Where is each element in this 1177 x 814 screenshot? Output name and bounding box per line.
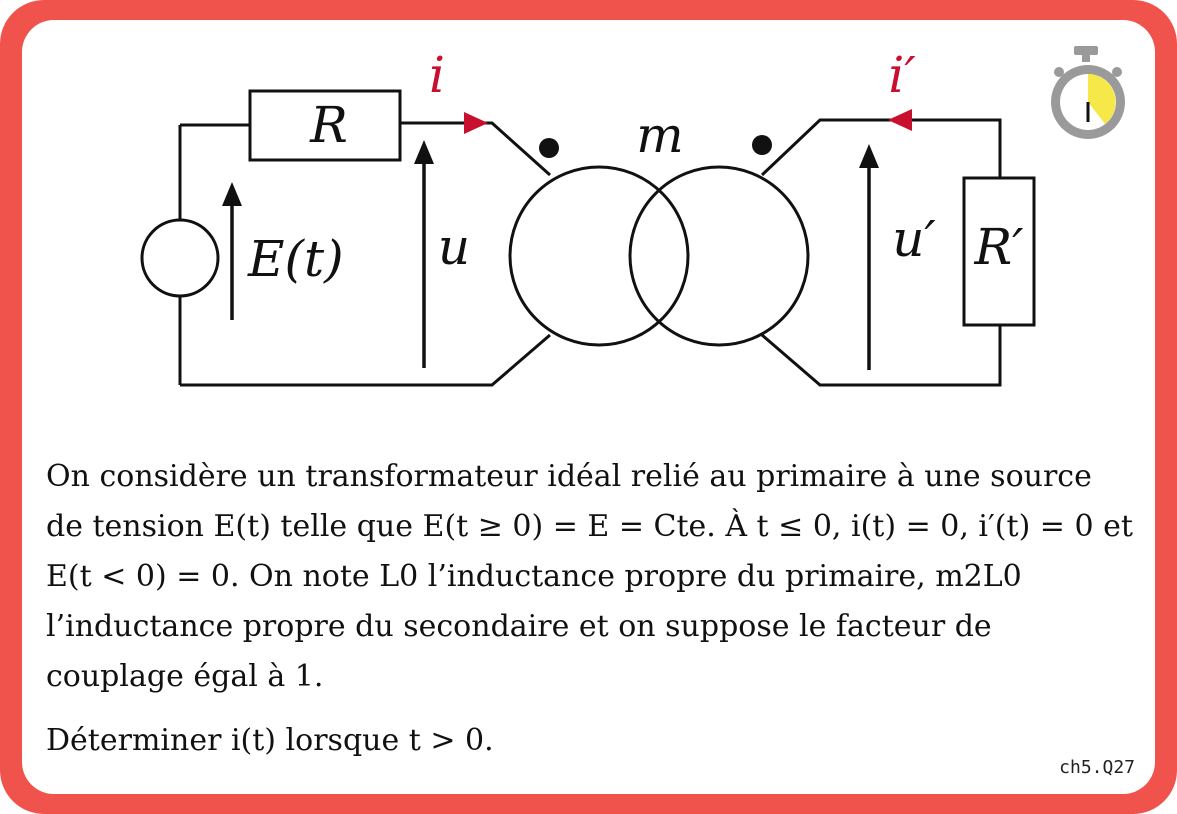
secondary-polarity-dot	[752, 135, 772, 155]
label-u-prime: u′	[892, 210, 936, 268]
label-u: u	[438, 218, 470, 276]
primary-coil	[508, 165, 690, 347]
label-m: m	[636, 106, 683, 164]
label-R-prime: R′	[974, 218, 1025, 276]
E-arrow-head	[222, 182, 242, 206]
voltage-source	[140, 218, 220, 298]
secondary-wire-bottom	[761, 325, 1002, 387]
u-arrow-head	[414, 140, 434, 164]
label-E-of-t: E(t)	[247, 230, 344, 288]
i-current-arrow	[464, 112, 488, 134]
stopwatch-icon	[1051, 46, 1125, 139]
label-i: i	[429, 46, 445, 104]
primary-wire-bottom	[180, 333, 551, 387]
u-prime-arrow-head	[859, 144, 879, 168]
secondary-wire-top	[760, 118, 1002, 178]
label-i-prime: i′	[888, 46, 916, 104]
question-task: Déterminer i(t) lorsque t > 0.	[46, 723, 494, 758]
label-R: R	[309, 96, 348, 154]
question-statement: On considère un transformateur idéal rel…	[46, 459, 1133, 694]
resistor-R-prime	[962, 176, 1036, 327]
secondary-coil	[628, 165, 810, 347]
primary-wire-top-right	[400, 121, 552, 177]
resistor-R	[248, 89, 402, 162]
card: R i m i′ E(t) u u′ R′ On considère un tr…	[22, 20, 1155, 794]
i-prime-current-arrow	[888, 109, 912, 131]
question-text: On considère un transformateur idéal rel…	[46, 452, 1138, 766]
question-reference: ch5.Q27	[1059, 757, 1135, 778]
primary-polarity-dot	[539, 138, 559, 158]
circuit-diagram: R i m i′ E(t) u u′ R′	[140, 46, 1125, 387]
